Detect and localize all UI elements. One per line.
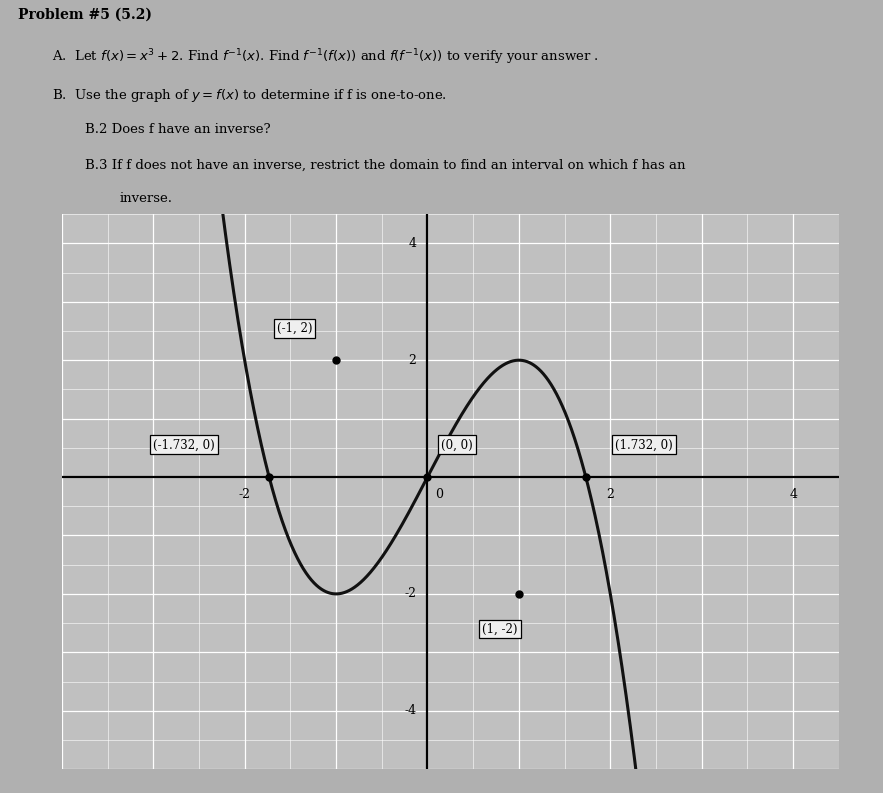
- Text: -4: -4: [404, 704, 417, 718]
- Text: 2: 2: [607, 488, 615, 500]
- Text: (-1, 2): (-1, 2): [276, 321, 312, 335]
- Text: (1, -2): (1, -2): [482, 623, 517, 635]
- Text: inverse.: inverse.: [119, 193, 172, 205]
- Text: 4: 4: [789, 488, 797, 500]
- Text: 4: 4: [409, 237, 417, 250]
- Text: (0, 0): (0, 0): [442, 439, 473, 451]
- Text: B.2 Does f have an inverse?: B.2 Does f have an inverse?: [86, 123, 271, 136]
- Text: A.  Let $f(x) = x^3 + 2$. Find $f^{-1}(x)$. Find $f^{-1}(f(x))$ and $f(f^{-1}(x): A. Let $f(x) = x^3 + 2$. Find $f^{-1}(x)…: [51, 48, 599, 67]
- Text: 0: 0: [434, 488, 442, 500]
- Text: Problem #5 (5.2): Problem #5 (5.2): [18, 8, 152, 22]
- Text: -2: -2: [404, 588, 417, 600]
- Text: 2: 2: [409, 354, 417, 366]
- Text: (1.732, 0): (1.732, 0): [615, 439, 673, 451]
- Text: B.3 If f does not have an inverse, restrict the domain to find an interval on wh: B.3 If f does not have an inverse, restr…: [86, 159, 686, 171]
- Text: -2: -2: [238, 488, 251, 500]
- Text: (-1.732, 0): (-1.732, 0): [154, 439, 215, 451]
- Text: B.  Use the graph of $y=f(x)$ to determine if f is one-to-one.: B. Use the graph of $y=f(x)$ to determin…: [51, 87, 447, 104]
